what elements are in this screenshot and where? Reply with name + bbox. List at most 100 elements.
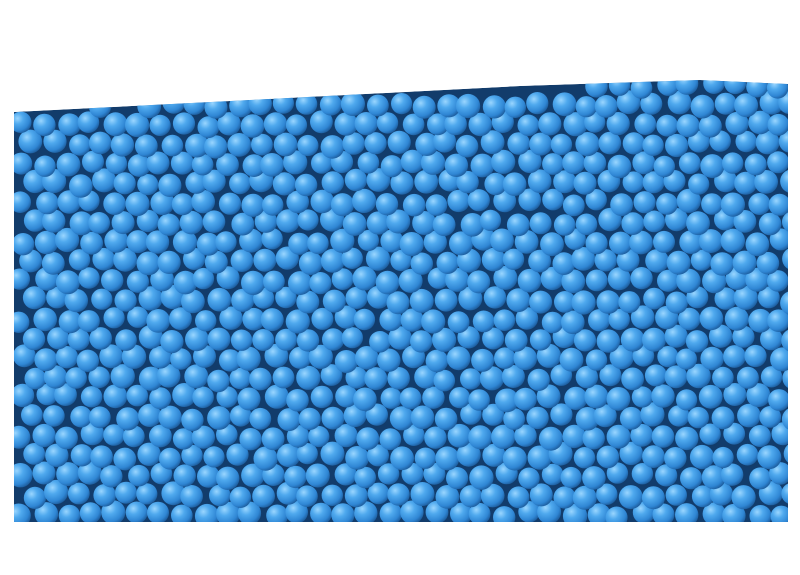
sphere <box>264 384 289 409</box>
sphere <box>266 504 289 522</box>
sphere <box>173 464 196 487</box>
sphere <box>699 423 721 445</box>
sphere <box>184 364 209 389</box>
sphere <box>41 252 65 275</box>
sphere <box>171 193 194 216</box>
sphere <box>689 444 715 470</box>
sphere <box>515 307 539 330</box>
sphere <box>714 92 737 115</box>
sphere <box>708 324 733 348</box>
sphere <box>527 169 552 193</box>
sphere <box>251 133 273 156</box>
sphere <box>678 152 701 175</box>
sphere <box>64 288 89 313</box>
sphere <box>92 168 117 193</box>
sphere <box>319 93 342 116</box>
sphere <box>410 330 433 353</box>
sphere <box>253 446 278 471</box>
sphere <box>755 130 780 155</box>
sphere <box>412 211 437 235</box>
sphere <box>231 212 255 236</box>
sphere <box>495 388 519 413</box>
sphere <box>720 463 744 486</box>
sphere <box>434 288 458 312</box>
sphere <box>180 485 203 508</box>
sphere <box>501 365 525 388</box>
sphere <box>748 308 773 333</box>
sphere <box>79 502 102 522</box>
sphere <box>599 364 622 387</box>
sphere <box>149 346 172 369</box>
sphere <box>297 209 319 231</box>
sphere <box>192 386 214 409</box>
sphere <box>388 326 412 350</box>
sphere <box>14 152 33 175</box>
sphere <box>400 149 425 174</box>
sphere <box>376 112 399 134</box>
sphere <box>103 112 128 137</box>
sphere <box>379 428 402 451</box>
sphere <box>748 425 771 447</box>
sphere <box>82 150 104 173</box>
sphere <box>33 307 57 332</box>
sphere <box>575 407 600 431</box>
sphere <box>342 212 367 236</box>
sphere <box>606 387 631 411</box>
sphere <box>633 191 656 214</box>
sphere <box>553 170 577 194</box>
sphere <box>446 346 471 371</box>
sphere <box>334 305 358 329</box>
sphere <box>517 114 540 137</box>
sphere <box>541 311 564 334</box>
sphere <box>514 387 537 411</box>
sphere <box>173 270 198 295</box>
sphere <box>412 95 436 119</box>
sphere <box>56 152 81 177</box>
sphere <box>367 482 390 505</box>
sphere <box>657 269 680 292</box>
sphere <box>47 327 70 350</box>
sphere <box>236 346 261 371</box>
sphere <box>585 232 608 255</box>
sphere <box>330 193 355 217</box>
sphere <box>665 484 687 506</box>
sphere <box>226 443 249 466</box>
sphere <box>506 213 530 237</box>
sphere <box>43 365 68 389</box>
sphere <box>756 251 780 275</box>
sphere <box>399 387 422 410</box>
sphere <box>191 153 214 176</box>
sphere <box>113 172 136 195</box>
sphere <box>379 502 402 522</box>
sphere <box>197 116 220 139</box>
sphere <box>122 425 145 448</box>
sphere <box>482 327 505 350</box>
sphere <box>456 170 479 194</box>
sphere <box>403 424 425 447</box>
sphere <box>573 447 596 469</box>
sphere <box>575 365 599 389</box>
sphere <box>768 389 788 411</box>
sphere <box>344 168 368 192</box>
sphere <box>115 481 137 504</box>
sphere <box>491 149 516 174</box>
sphere <box>596 290 621 314</box>
sphere <box>185 327 209 352</box>
sphere <box>191 189 215 214</box>
sphere <box>197 465 220 488</box>
sphere <box>114 289 137 312</box>
sphere <box>321 171 344 194</box>
sphere <box>364 132 387 155</box>
sphere <box>70 405 92 428</box>
sphere <box>656 193 678 215</box>
sphere <box>32 461 56 485</box>
sphere <box>657 346 679 368</box>
sphere <box>575 96 597 118</box>
sphere <box>231 288 255 312</box>
sphere <box>676 114 700 138</box>
sphere <box>686 211 710 236</box>
sphere <box>435 485 460 509</box>
sphere <box>596 445 620 469</box>
sphere <box>110 364 135 389</box>
sphere <box>171 504 193 522</box>
